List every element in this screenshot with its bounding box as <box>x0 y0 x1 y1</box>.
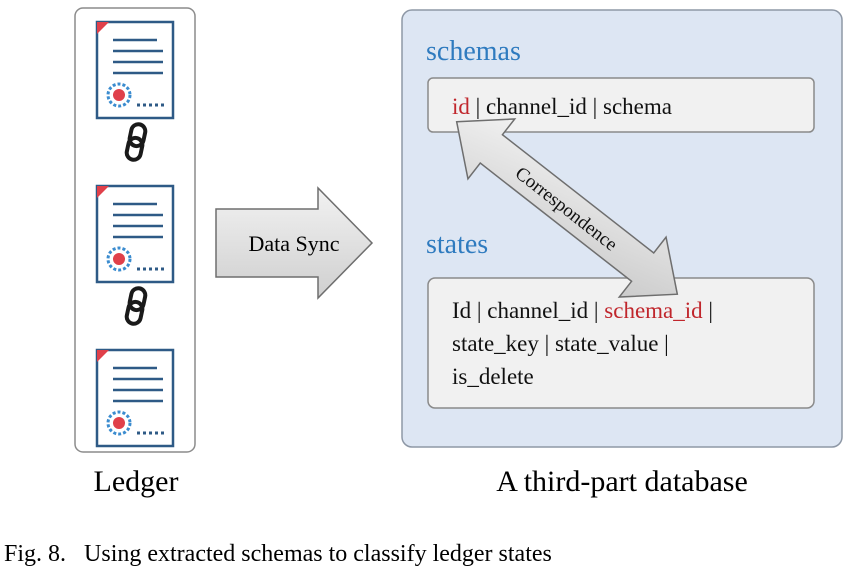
database-label: A third-part database <box>496 465 748 498</box>
ledger-block-2 <box>95 184 175 284</box>
states-fields-line-2: state_key | state_value | <box>452 331 669 356</box>
document-icon <box>95 20 175 120</box>
ledger-block-1 <box>95 20 175 120</box>
data-sync-label: Data Sync <box>248 231 339 256</box>
ledger-block-3 <box>95 348 175 448</box>
document-icon <box>95 348 175 448</box>
schemas-other-fields: | channel_id | schema <box>470 94 672 119</box>
states-fields-line-3: is_delete <box>452 364 534 389</box>
ledger-label: Ledger <box>94 465 179 498</box>
data-sync-arrow <box>215 186 374 300</box>
schemas-fields: id | channel_id | schema <box>452 94 672 119</box>
schemas-table-box <box>427 77 815 133</box>
document-icon <box>95 184 175 284</box>
states-foreign-key-field: schema_id <box>604 298 703 323</box>
states-fields-line-1: Id | channel_id | schema_id | <box>452 298 713 323</box>
states-fields-text: Id | channel_id | <box>452 298 604 323</box>
states-fields-separator: | <box>703 298 713 323</box>
figure-caption: Fig. 8. Using extracted schemas to class… <box>4 541 552 567</box>
schemas-title: schemas <box>426 36 521 67</box>
states-table-box <box>427 277 815 409</box>
schemas-key-field: id <box>452 94 470 119</box>
states-title: states <box>426 229 488 260</box>
